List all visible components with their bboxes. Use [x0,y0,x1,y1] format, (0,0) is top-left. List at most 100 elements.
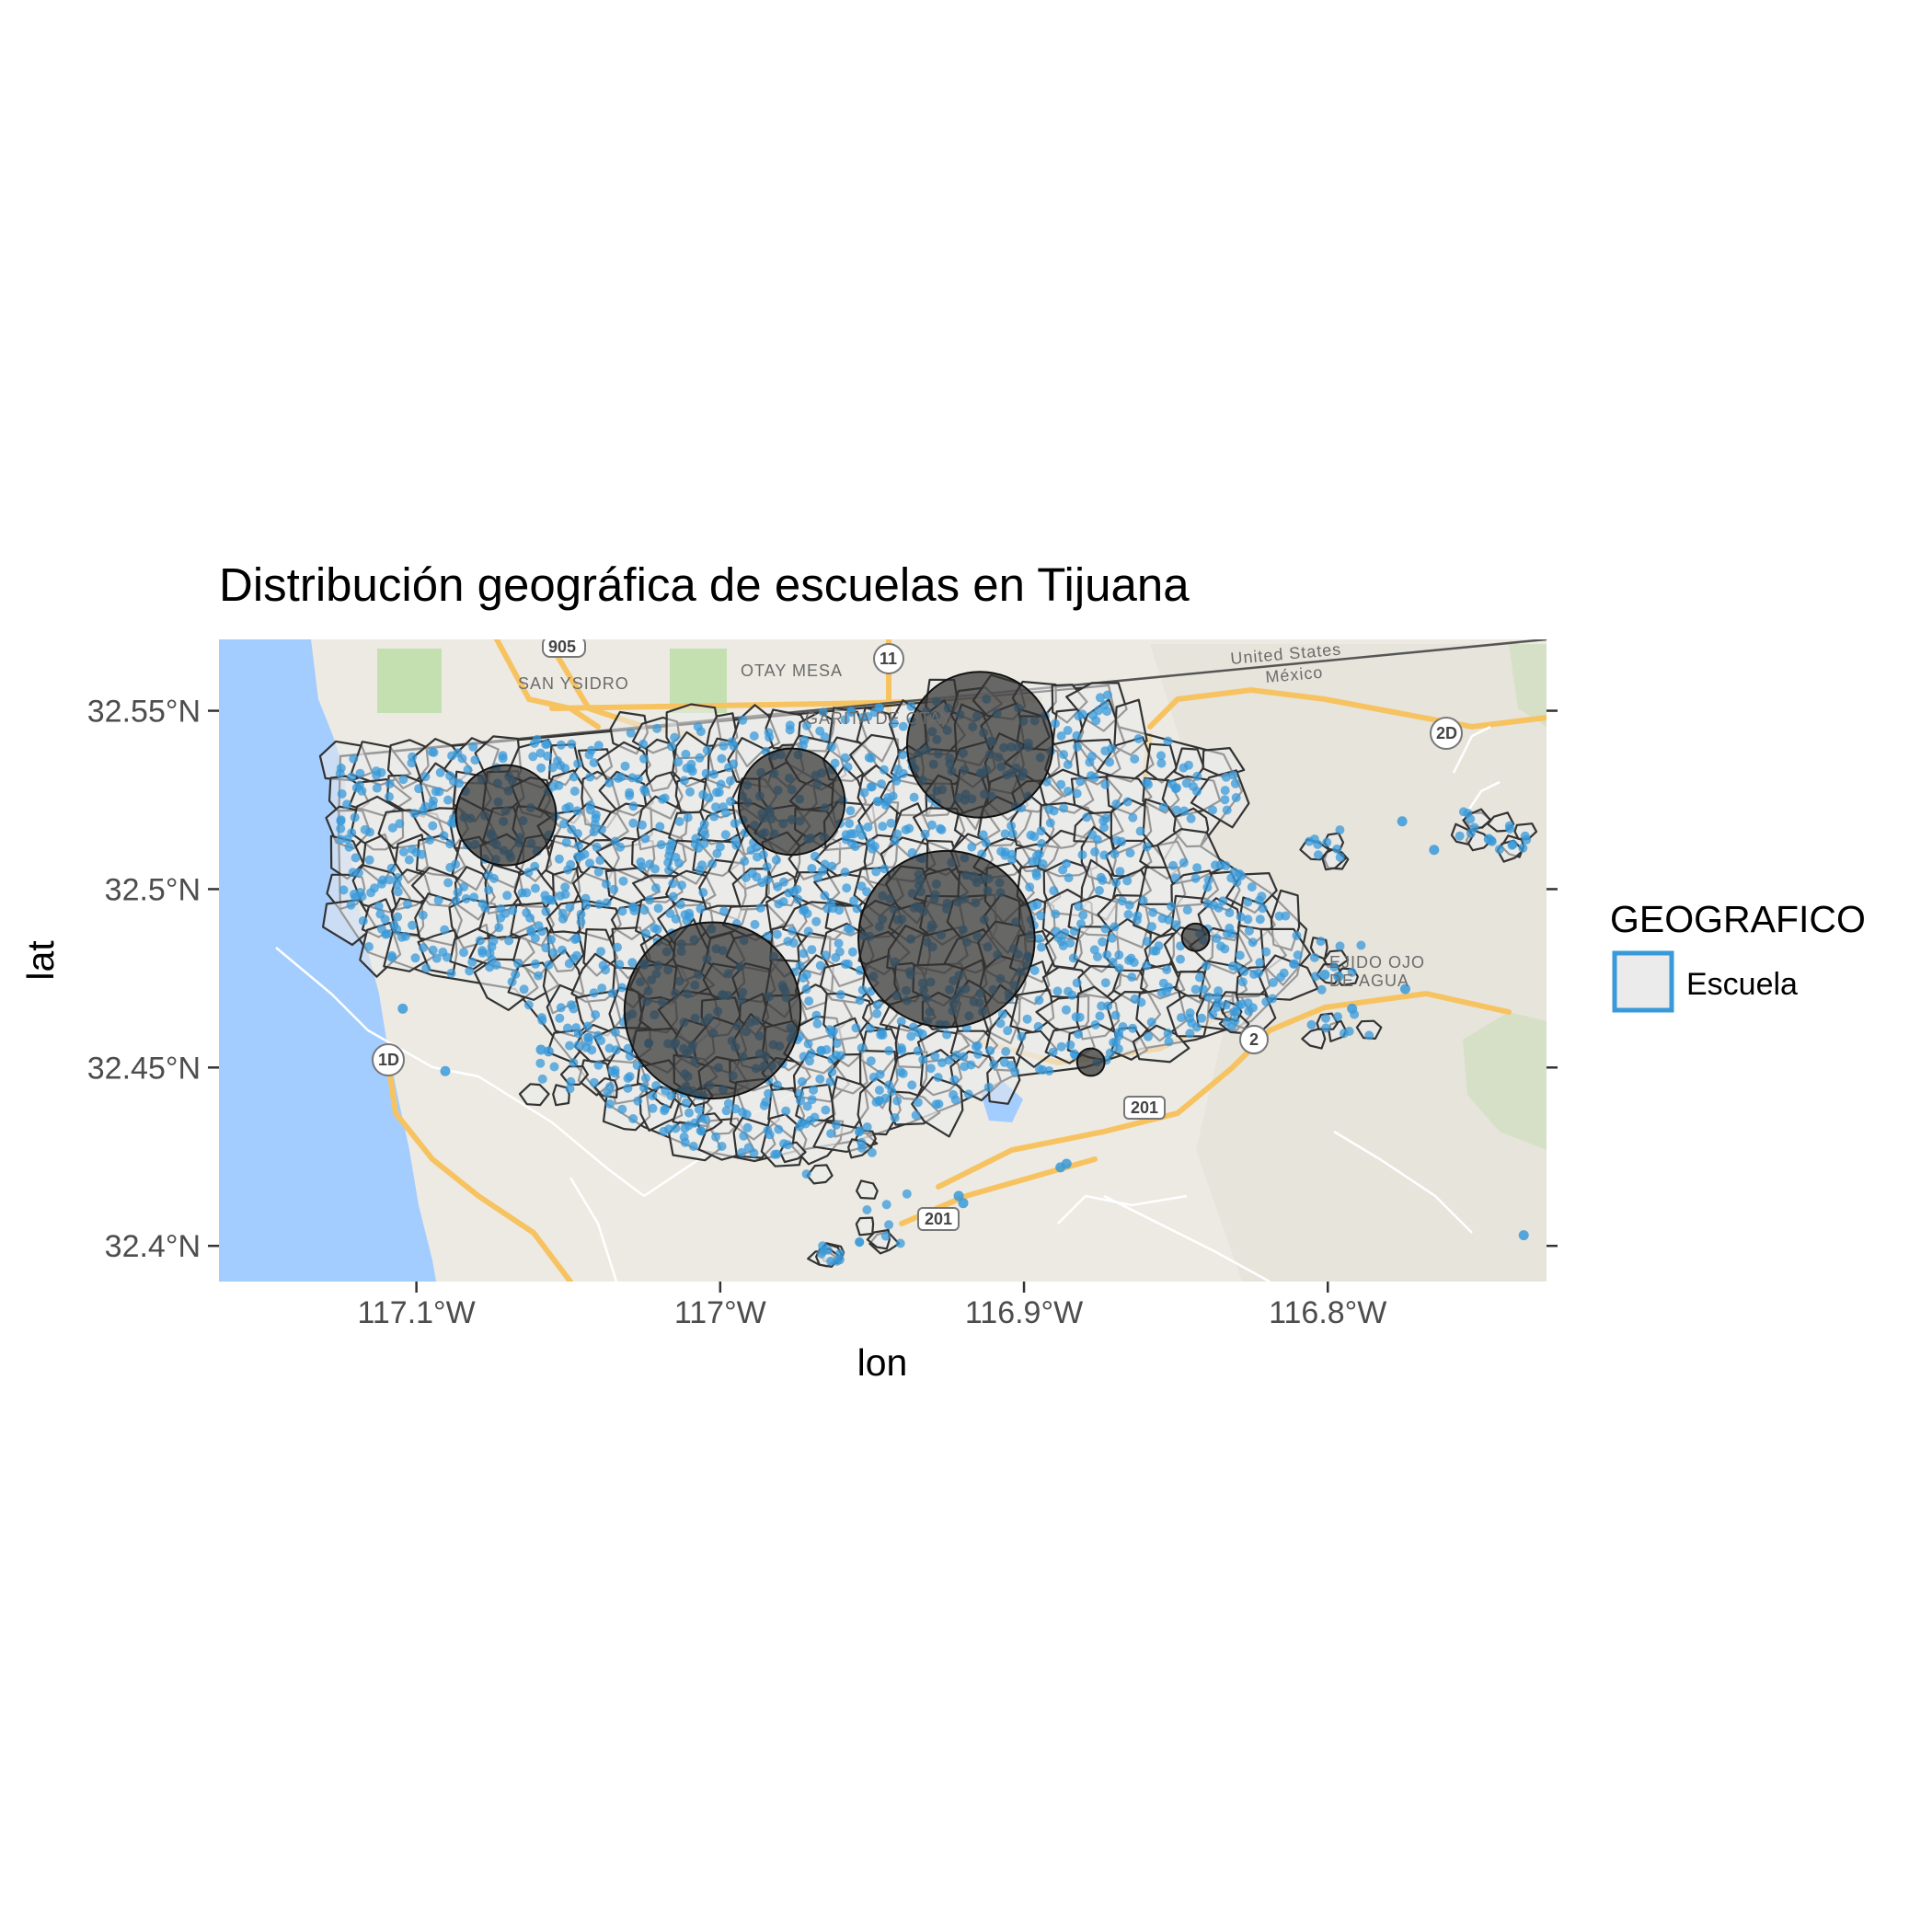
school-point [342,834,352,845]
school-point [1128,812,1138,822]
school-point [633,774,643,784]
school-point [1182,905,1192,915]
school-point [1109,1038,1119,1048]
school-point [1064,873,1074,883]
school-point [810,851,820,861]
school-point [1105,1048,1115,1058]
school-point [428,821,438,831]
school-point [1248,1003,1258,1013]
school-point [1044,804,1054,814]
school-point [1130,754,1140,764]
school-point [645,859,655,869]
school-point [1243,897,1253,907]
school-point [372,783,382,793]
school-point [589,988,599,998]
school-point [949,1075,960,1085]
school-point [696,727,706,737]
school-point [983,1082,994,1092]
school-point [1317,984,1327,995]
school-point [591,1010,601,1019]
school-point [966,1060,976,1070]
school-point [1136,997,1146,1007]
school-point [898,721,908,731]
school-point [1156,758,1167,768]
school-point [461,893,471,903]
school-point [440,925,450,935]
school-point [655,822,665,832]
school-point [1114,950,1124,960]
school-point [1051,909,1061,919]
school-point [1170,873,1180,883]
school-point [355,768,365,778]
school-point [651,1081,661,1090]
school-point [896,1017,906,1027]
svg-text:201: 201 [925,1210,952,1228]
school-point [909,792,919,802]
school-point [428,800,438,811]
school-point [470,755,480,765]
school-point [1332,844,1342,854]
school-point [1001,1047,1011,1056]
school-point [576,909,586,919]
school-point [463,765,473,775]
school-point [871,867,881,877]
school-point [1098,816,1109,826]
school-point [658,794,667,804]
school-point [908,1022,918,1032]
school-point [459,882,469,891]
school-point [927,820,937,830]
school-point [1067,990,1077,1000]
school-point [639,905,650,915]
school-point [951,1051,961,1060]
school-point [880,1093,891,1103]
school-point [1189,782,1199,791]
school-point [1203,875,1213,885]
school-point [648,1091,658,1101]
school-point [589,827,599,837]
school-point [1231,793,1241,802]
school-point [1029,901,1038,911]
school-point [1156,751,1166,761]
school-point [357,891,367,902]
school-point [758,850,768,859]
legend-label-escuela: Escuela [1686,967,1798,1002]
x-tick-label: 117.1°W [358,1295,476,1330]
school-point [1289,959,1298,969]
concentration-circle [1075,1047,1106,1077]
school-point [535,1058,546,1068]
school-point [1212,1002,1222,1012]
school-point [1034,934,1044,944]
school-point [1208,805,1217,815]
school-point [847,838,857,848]
school-point [609,884,619,894]
school-point [403,900,412,909]
school-point [857,1138,867,1147]
school-point [627,958,638,968]
y-tick-label: 32.5°N [105,872,201,907]
school-point [907,1080,917,1090]
school-point [349,753,359,764]
school-point [802,720,811,730]
school-point [1179,806,1190,816]
school-point [1455,831,1465,841]
school-point [859,788,869,798]
school-point [645,895,655,905]
school-point [1094,886,1104,895]
school-point [375,909,385,919]
school-point [585,858,594,868]
school-point [617,1104,627,1114]
school-point [787,926,797,936]
school-point [1092,834,1102,845]
school-point [1179,857,1189,868]
school-point [799,949,809,959]
school-point [1075,1012,1085,1022]
school-point-outlier [1483,834,1494,845]
school-point [1017,1031,1027,1041]
school-point [1073,742,1082,752]
school-point [792,884,802,894]
school-point [757,878,767,888]
school-point [1167,779,1177,789]
school-point [585,772,595,782]
school-point [477,946,488,956]
